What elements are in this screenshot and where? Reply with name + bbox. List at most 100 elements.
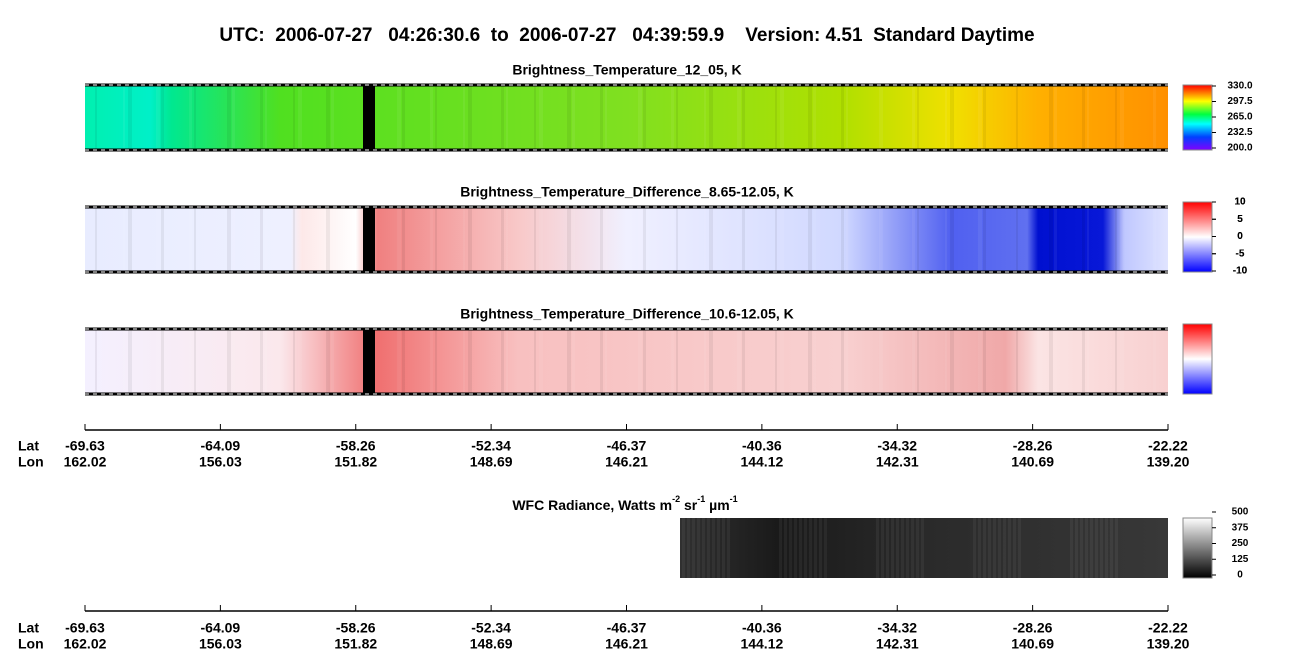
lon-label: 162.02	[64, 636, 107, 652]
swath-streak	[1082, 85, 1085, 150]
colorbar-tick-label: 5	[1237, 214, 1243, 225]
swath-streak	[841, 329, 844, 394]
swath-streak	[463, 85, 465, 150]
colorbar-tick-label: 250	[1232, 538, 1249, 549]
swath-streak	[945, 329, 947, 394]
axis-row-label: Lon	[18, 454, 44, 470]
lat-label: -46.37	[607, 438, 647, 454]
swath-streak	[709, 329, 713, 394]
wfc-streak	[707, 518, 710, 578]
lon-label: 151.82	[334, 636, 377, 652]
colorbar-tick-label: 0	[1237, 231, 1243, 242]
wfc-streak	[1003, 518, 1006, 578]
swath-streak	[572, 329, 575, 394]
wfc-streak	[687, 518, 690, 578]
swath-streak	[506, 329, 508, 394]
lon-label: 140.69	[1011, 454, 1054, 470]
wfc-streak	[789, 518, 792, 578]
swath-streak	[841, 85, 844, 150]
swath-streak	[917, 207, 919, 272]
swath-streak	[227, 85, 231, 150]
swath-streak	[912, 329, 915, 394]
wfc-streak	[1115, 518, 1118, 578]
swath-streak	[950, 329, 954, 394]
swath-streak	[983, 329, 986, 394]
wfc-streak	[1018, 518, 1021, 578]
colorbar-tick-label: 10	[1234, 197, 1246, 208]
wfc-streak	[1105, 518, 1108, 578]
swath-streak	[189, 329, 192, 394]
colorbar-tick-label: 0	[1237, 570, 1243, 581]
swath-streak	[1054, 207, 1057, 272]
swath-streak	[539, 207, 543, 272]
swath-streak	[326, 85, 330, 150]
colorbar-tick-label: 330.0	[1227, 81, 1252, 92]
lon-label: 139.20	[1147, 636, 1190, 652]
wfc-streak	[1095, 518, 1098, 578]
lon-label: 142.31	[876, 636, 919, 652]
swath-streak	[1049, 207, 1053, 272]
wfc-streak	[814, 518, 817, 578]
swath-streak	[643, 329, 646, 394]
wfc-image	[680, 518, 1168, 578]
wfc-streak	[881, 518, 884, 578]
swath-streak	[397, 329, 401, 394]
wfc-streak	[1008, 518, 1011, 578]
lon-label: 151.82	[334, 454, 377, 470]
wfc-streak	[1085, 518, 1088, 578]
swath-streak	[326, 207, 330, 272]
swath-streak	[704, 207, 706, 272]
swath-streak	[600, 85, 603, 150]
swath-streak	[123, 207, 125, 272]
swath-streak	[671, 207, 674, 272]
swath-streak	[600, 207, 603, 272]
swath-streak	[846, 85, 848, 150]
wfc-streak	[779, 518, 782, 578]
swath-streak	[676, 85, 678, 150]
colorbar-tick-label: -5	[1236, 248, 1245, 259]
lon-label: 139.20	[1147, 454, 1190, 470]
swath-streak	[435, 329, 437, 394]
lat-label: -58.26	[336, 620, 376, 636]
data-gap	[363, 207, 375, 272]
swath-streak	[95, 85, 97, 150]
title-superscript: -1	[697, 494, 705, 504]
wfc-streak	[916, 518, 919, 578]
colorbar-tick-label: 0	[1237, 231, 1243, 242]
swath-streak	[1087, 207, 1089, 272]
wfc-streak	[993, 518, 996, 578]
wfc-streak	[692, 518, 695, 578]
wfc-streak	[901, 518, 904, 578]
swath-streak	[331, 85, 334, 150]
swath-streak	[742, 329, 745, 394]
panel-title: Brightness_Temperature_Difference_10.6-1…	[460, 306, 794, 322]
wfc-streak	[809, 518, 812, 578]
swath-streak	[572, 85, 575, 150]
panel-title: Brightness_Temperature_Difference_8.65-1…	[460, 184, 794, 200]
swath-streak	[123, 85, 125, 150]
swath-streak	[95, 207, 97, 272]
lon-label: 144.12	[740, 454, 783, 470]
colorbar-tick-label: -10	[1233, 266, 1248, 277]
wfc-streak	[717, 518, 720, 578]
swath-streak	[232, 207, 235, 272]
lat-label: -22.22	[1148, 438, 1188, 454]
colorbar-tick-label: 5	[1237, 214, 1243, 225]
swath-streak	[1115, 329, 1117, 394]
swath-streak	[194, 329, 196, 394]
swath-streak	[1087, 85, 1089, 150]
swath-streak	[567, 329, 571, 394]
swath-streak	[737, 85, 741, 150]
lon-label: 140.69	[1011, 636, 1054, 652]
swath-streak	[1153, 207, 1156, 272]
swath-streak	[260, 85, 263, 150]
wfc-streak	[722, 518, 725, 578]
lon-label: 146.21	[605, 636, 648, 652]
swath-streak	[737, 207, 741, 272]
wfc-streak	[702, 518, 705, 578]
colorbar-tick-label: 232.5	[1227, 127, 1252, 138]
lat-label: -34.32	[877, 620, 917, 636]
swath-streak	[808, 329, 812, 394]
swath-image	[85, 329, 1168, 394]
swath-streak	[978, 207, 982, 272]
